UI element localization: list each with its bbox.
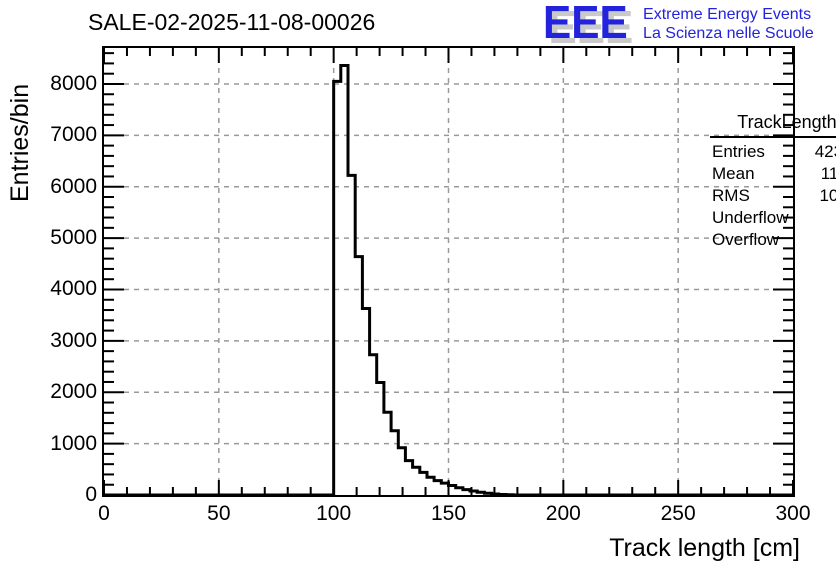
x-tick-label: 150 (430, 502, 467, 525)
stats-label: Mean (712, 164, 755, 183)
eee-logo-subtitle: Extreme Energy Events La Scienza nelle S… (643, 1, 814, 43)
x-tick-label: 50 (207, 502, 231, 525)
stats-value: 10.76 (819, 186, 836, 205)
y-tick-label: 1000 (50, 431, 97, 455)
x-tick-label: 0 (98, 502, 110, 525)
histogram-line (104, 64, 793, 495)
gridlines (104, 48, 793, 495)
stats-label: RMS (712, 186, 750, 205)
y-tick-label: 6000 (50, 174, 97, 198)
y-tick-label: 8000 (50, 71, 97, 95)
stats-box: TrackLength Entries 42374 Mean 110.6 RMS… (710, 112, 836, 251)
x-tick-label: 250 (660, 502, 696, 525)
stats-row-overflow: Overflow 0 (710, 229, 836, 251)
y-tick-label: 7000 (50, 123, 97, 147)
y-tick-label: 2000 (50, 380, 97, 404)
axis-ticks (104, 48, 793, 495)
eee-logo: EEE Extreme Energy Events La Scienza nel… (543, 0, 814, 48)
plot-title: SALE-02-2025-11-08-00026 (88, 9, 376, 35)
stats-label: Underflow (712, 208, 789, 227)
stats-label: Entries (712, 142, 765, 161)
x-axis-title: Track length [cm] (609, 534, 800, 562)
stats-row-underflow: Underflow 0 (710, 207, 836, 229)
stats-label: Overflow (712, 230, 780, 249)
x-tick-label: 300 (775, 502, 811, 525)
eee-logo-line1: Extreme Energy Events (643, 6, 812, 23)
x-tick-label: 200 (545, 502, 581, 525)
y-tick-label: 5000 (50, 226, 97, 250)
histogram-svg (104, 48, 793, 495)
y-tick-label: 4000 (50, 277, 97, 301)
stats-row-entries: Entries 42374 (710, 141, 836, 163)
y-tick-label: 3000 (50, 328, 97, 352)
stats-row-mean: Mean 110.6 (710, 163, 836, 185)
stats-title: TrackLength (710, 112, 836, 138)
eee-logo-acronym: EEE (543, 0, 628, 48)
stats-value: 110.6 (820, 164, 836, 183)
stats-value: 42374 (814, 142, 836, 161)
stats-row-rms: RMS 10.76 (710, 185, 836, 207)
plot-frame: TrackLength Entries 42374 Mean 110.6 RMS… (102, 46, 836, 497)
x-tick-label: 100 (316, 502, 352, 525)
y-tick-label: 0 (85, 483, 97, 506)
eee-logo-line2: La Scienza nelle Scuole (643, 25, 814, 42)
